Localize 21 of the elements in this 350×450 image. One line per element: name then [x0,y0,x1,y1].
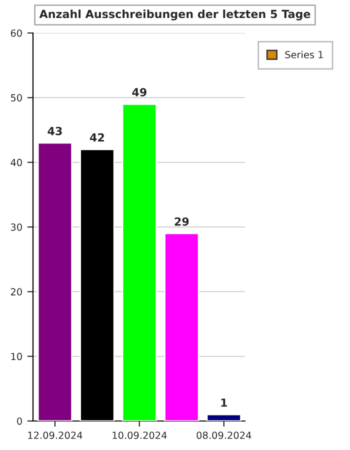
bar [37,142,73,421]
x-tick-label: 08.09.2024 [196,432,252,439]
x-tick-label: 12.09.2024 [28,432,82,439]
data-label: 49 [132,88,146,96]
y-tick-label: 0 [17,417,22,425]
y-tick-label: 10 [11,352,22,360]
data-label: 43 [48,126,62,136]
bar [164,232,200,421]
bar [122,103,158,421]
y-tick-label: 60 [10,29,22,37]
text: Series 1 [285,50,323,58]
y-tick-label: 50 [10,94,22,102]
chart-title: Anzahl Ausschreibungen der letzten 5 Tage [39,10,310,20]
data-label: 42 [90,133,104,142]
y-tick-label: 30 [10,223,22,231]
data-label: 29 [174,217,189,226]
y-tick-label: 20 [10,288,22,296]
bar [206,414,242,421]
data-label: 1 [221,398,227,407]
x-tick-label: 10.09.2024 [112,432,167,439]
y-tick-label: 40 [10,158,22,166]
